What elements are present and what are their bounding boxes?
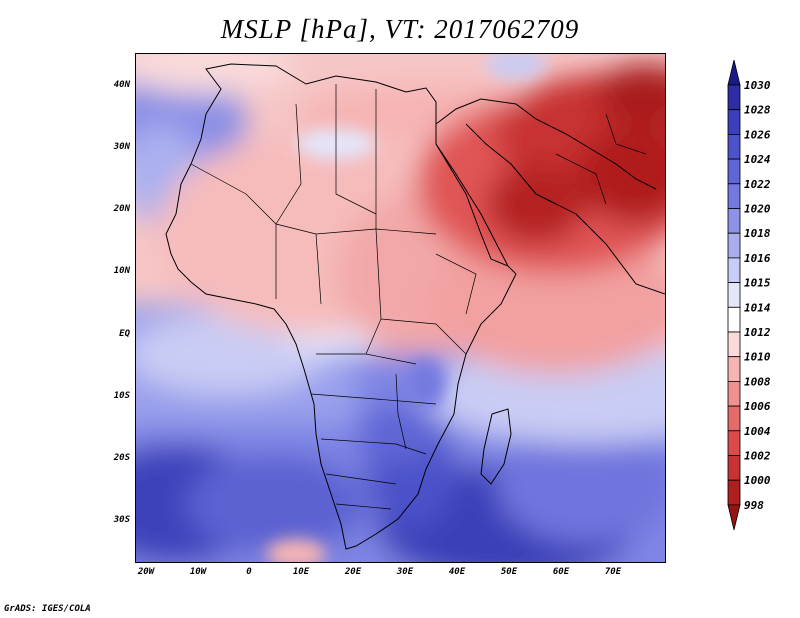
colorbar-arrow-top	[727, 60, 741, 86]
colorbar-level-label: 1030	[744, 79, 771, 92]
colorbar-level-label: 1015	[744, 277, 771, 290]
colorbar-swatch	[727, 331, 741, 358]
colorbar-level-label: 1014	[744, 301, 771, 314]
lon-label-10e: 10E	[292, 567, 310, 577]
colorbar-swatch	[727, 183, 741, 209]
lat-label-30s: 30S	[113, 515, 130, 525]
colorbar-level-label: 1018	[744, 227, 771, 240]
colorbar-level-label: 1022	[744, 178, 771, 191]
colorbar-swatch	[727, 405, 741, 432]
pressure-field	[136, 54, 665, 562]
colorbar-level-label: 1012	[744, 326, 771, 339]
colorbar-swatch	[727, 84, 741, 111]
colorbar-swatch	[727, 306, 741, 333]
colorbar-level-label: 1004	[744, 425, 771, 438]
colorbar-swatch	[727, 158, 741, 185]
lat-label-40n: 40N	[113, 80, 130, 90]
lon-label-30e: 30E	[396, 567, 414, 577]
colorbar-swatch	[727, 109, 741, 135]
lon-label-20e: 20E	[344, 567, 362, 577]
colorbar-swatch	[727, 479, 741, 506]
colorbar-swatch	[727, 455, 741, 481]
colorbar-level-label: 1010	[744, 351, 771, 364]
colorbar-swatch	[727, 430, 741, 456]
colorbar-level-label: 1002	[744, 450, 771, 463]
lon-label-60e: 60E	[552, 567, 570, 577]
colorbar-arrow-bottom	[727, 504, 741, 530]
lat-label-10n: 10N	[113, 266, 130, 276]
colorbar-level-label: 1020	[744, 203, 771, 216]
colorbar-swatch	[727, 134, 741, 160]
lon-label-10w: 10W	[189, 567, 207, 577]
borders	[190, 84, 647, 510]
colorbar-swatch	[727, 232, 741, 259]
lon-label-40e: 40E	[448, 567, 466, 577]
chart-title: MSLP [hPa], VT: 2017062709	[220, 14, 580, 44]
lon-label-50e: 50E	[500, 567, 518, 577]
colorbar-swatch	[727, 282, 741, 308]
colorbar-level-label: 998	[744, 499, 764, 512]
colorbar-level-label: 1026	[744, 128, 771, 141]
colorbar-swatch	[727, 257, 741, 283]
colorbar-level-label: 1000	[744, 474, 771, 487]
colorbar-swatch	[727, 208, 741, 234]
lat-label-eq: EQ	[119, 329, 130, 339]
colorbar-swatch	[727, 356, 741, 382]
lon-label-20w: 20W	[137, 567, 155, 577]
colorbar-level-label: 1006	[744, 400, 771, 413]
colorbar-level-label: 1016	[744, 252, 771, 265]
lat-label-20n: 20N	[113, 204, 130, 214]
colorbar-swatch	[727, 380, 741, 407]
lat-label-10s: 10S	[113, 391, 130, 401]
colorbar-level-label: 1024	[744, 153, 771, 166]
lon-label-0: 0	[246, 567, 252, 577]
colorbar-level-label: 1028	[744, 104, 771, 117]
colorbar: 1030 1028 1026 1024 1022 1020 1018 1016 1015 1014…	[727, 60, 771, 530]
lon-label-70e: 70E	[604, 567, 622, 577]
colorbar-level-label: 1008	[744, 375, 771, 388]
credit-text: GrADS: IGES/COLA	[4, 604, 91, 614]
pressure-map	[135, 53, 666, 563]
lat-label-30n: 30N	[113, 142, 130, 152]
lat-label-20s: 20S	[113, 453, 130, 463]
